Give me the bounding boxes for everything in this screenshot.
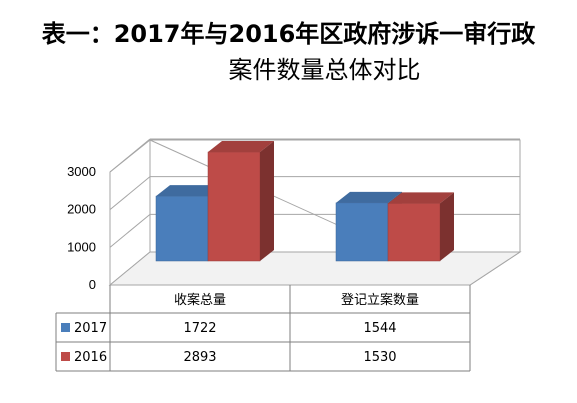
chart-title-line-2: 案件数量总体对比 [228, 56, 421, 84]
table-value-cell: 2893 [183, 350, 216, 365]
table-header-cell: 登记立案数量 [341, 293, 419, 308]
bar-side [260, 141, 274, 261]
bar-top [156, 185, 222, 197]
y-tick-label: 2000 [67, 202, 96, 217]
legend-label-2016: 2016 [74, 350, 107, 365]
bar-top [208, 141, 274, 153]
bar-2016-1 [387, 192, 454, 262]
bar-top [388, 192, 454, 204]
bar-2016-0 [207, 141, 274, 262]
gridline [109, 138, 151, 173]
bar-front [207, 151, 261, 262]
y-axis-ticks: 0 1000 2000 3000 [67, 164, 96, 292]
legend-key-2016 [61, 352, 70, 361]
gridline [109, 213, 151, 248]
bars [155, 141, 454, 262]
bar-front [335, 202, 389, 262]
table-value-cell: 1722 [183, 321, 216, 336]
y-tick-label: 3000 [67, 164, 96, 179]
legend-key-2017 [61, 323, 70, 332]
bar-front [155, 195, 209, 262]
bar-front [387, 203, 441, 262]
y-tick-label: 1000 [67, 239, 96, 254]
bar-top [336, 191, 402, 203]
y-tick-label: 0 [89, 277, 96, 292]
table-value-cell: 1530 [363, 350, 396, 365]
legend-label-2017: 2017 [74, 321, 107, 336]
table-header-cell: 收案总量 [174, 293, 226, 308]
bar-side [440, 192, 454, 261]
gridline [109, 176, 151, 211]
data-table: 收案总量 登记立案数量 2017 1722 1544 2016 2893 1530 [55, 285, 471, 372]
table-value-cell: 1544 [363, 321, 396, 336]
chart-title-line-1: 表一：2017年与2016年区政府涉诉一审行政 [41, 20, 536, 48]
